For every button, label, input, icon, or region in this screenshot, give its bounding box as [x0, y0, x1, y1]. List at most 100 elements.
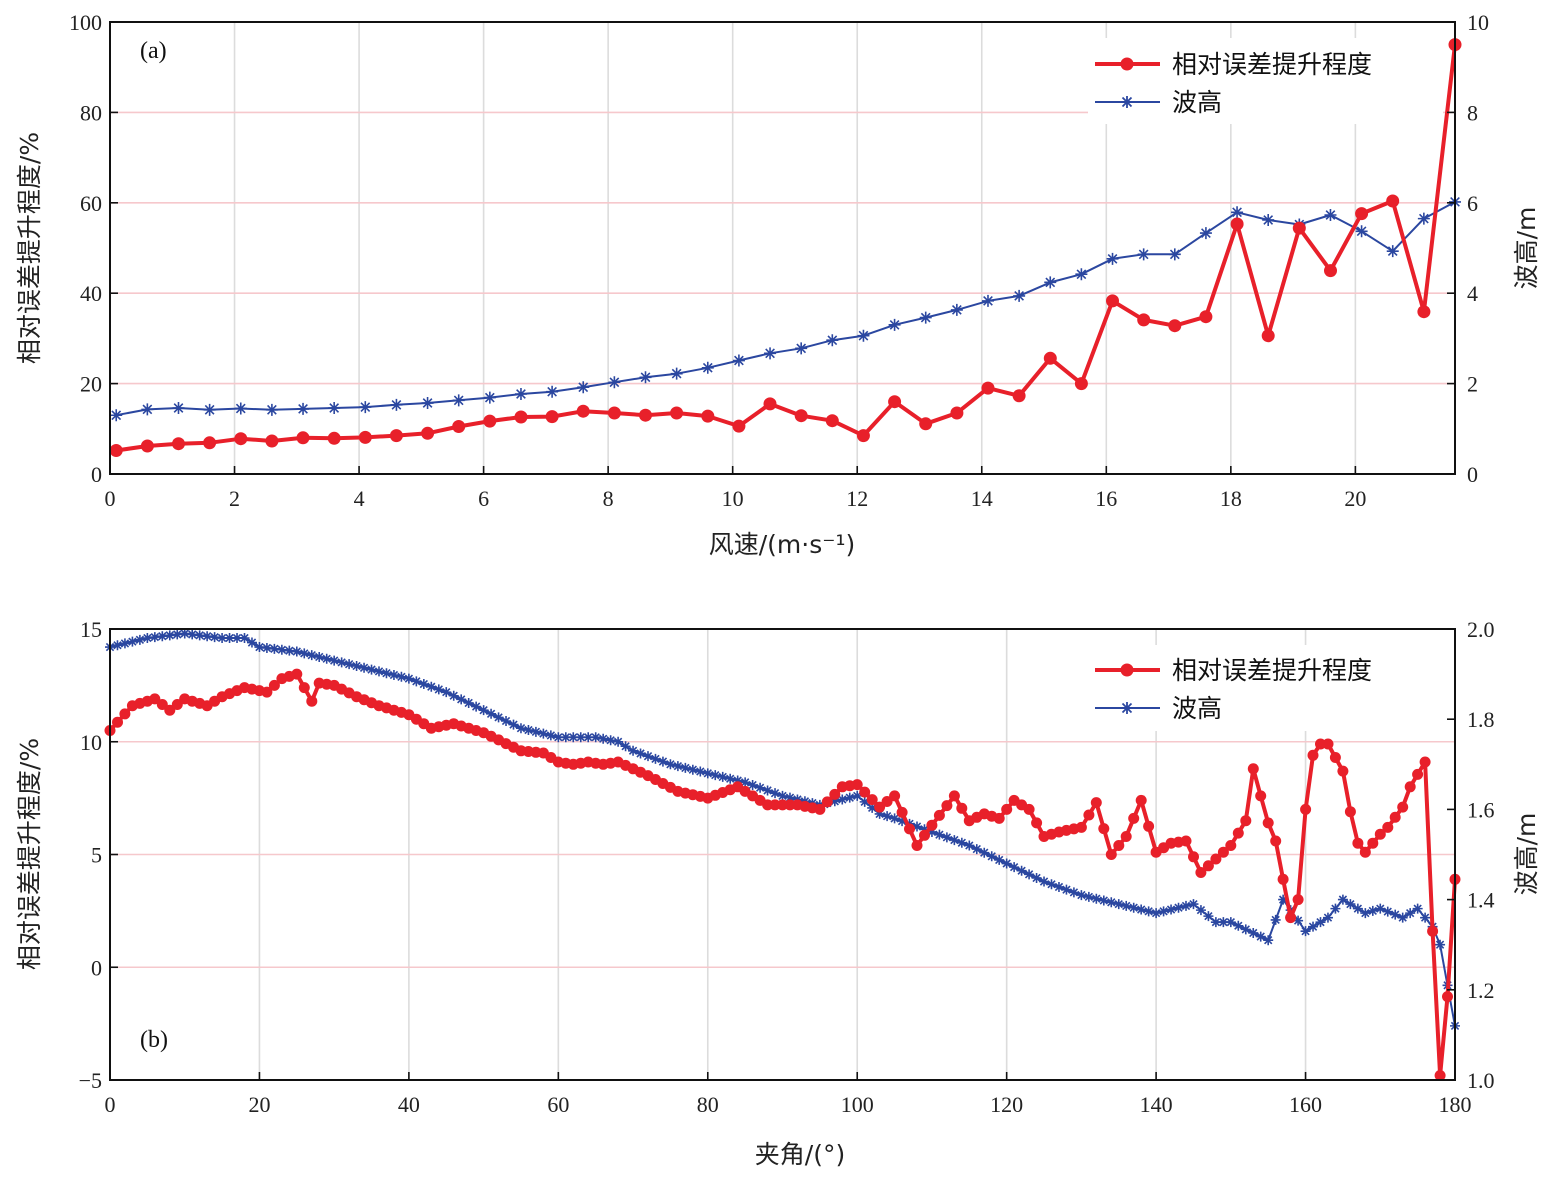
- wave-height-point: [568, 732, 579, 743]
- wave-height-point: [515, 723, 526, 734]
- wave-height-point: [127, 636, 138, 647]
- wave-height-point: [650, 753, 661, 764]
- wave-height-point: [508, 719, 519, 730]
- wave-height-point: [687, 764, 698, 775]
- legend-a-blue-marker: [1121, 96, 1133, 108]
- error-improvement-point: [1261, 329, 1275, 343]
- wave-height-point: [1240, 924, 1251, 935]
- y2-tick-label: 1.2: [1467, 978, 1495, 1003]
- wave-height-point: [1009, 862, 1020, 873]
- wave-height-point: [874, 808, 885, 819]
- error-improvement-point: [1180, 835, 1192, 847]
- error-improvement-point: [851, 779, 863, 791]
- error-improvement-point: [1075, 821, 1087, 833]
- y-tick-label: 60: [80, 191, 102, 216]
- wave-height-point: [1218, 917, 1229, 928]
- error-improvement-point: [859, 786, 871, 798]
- wave-height-point: [1013, 289, 1026, 302]
- legend-b-blue-label: 波高: [1172, 694, 1222, 723]
- wave-height-point: [1300, 926, 1311, 937]
- error-improvement-point: [1292, 221, 1306, 235]
- error-improvement-point: [268, 679, 280, 691]
- error-improvement-point: [889, 790, 901, 802]
- wave-height-point: [577, 381, 590, 394]
- error-improvement-point: [298, 682, 310, 694]
- wave-height-point: [1195, 905, 1206, 916]
- error-improvement-point: [112, 716, 123, 728]
- wave-height-point: [359, 662, 370, 673]
- wave-height-point: [1390, 909, 1401, 920]
- error-improvement-point: [732, 419, 746, 433]
- wave-height-point: [433, 684, 444, 695]
- wave-height-point: [403, 673, 414, 684]
- x-tick-label: 16: [1095, 486, 1117, 511]
- wave-height-point: [1106, 252, 1119, 265]
- error-improvement-point: [926, 819, 938, 831]
- wave-height-point: [546, 385, 559, 398]
- y-tick-label: 40: [80, 281, 102, 306]
- wave-height-point: [538, 728, 549, 739]
- wave-height-point: [897, 816, 908, 827]
- wave-height-point: [747, 780, 758, 791]
- error-improvement-point: [1322, 738, 1334, 750]
- legend-b-red-label: 相对误差提升程度: [1172, 656, 1372, 685]
- error-improvement-point: [1135, 794, 1147, 806]
- y2-tick-label: 1.4: [1467, 888, 1495, 913]
- wave-height-point: [329, 655, 340, 666]
- error-improvement-point: [1324, 264, 1337, 278]
- x-tick-label: 160: [1289, 1092, 1322, 1117]
- error-improvement-point: [829, 788, 841, 800]
- error-improvement-point: [1217, 846, 1229, 858]
- x-tick-label: 180: [1439, 1092, 1472, 1117]
- error-improvement-point: [1277, 873, 1289, 885]
- error-improvement-point: [888, 395, 902, 409]
- error-improvement-point: [1012, 389, 1026, 403]
- error-improvement-point: [1374, 828, 1386, 840]
- wave-height-point: [639, 371, 652, 384]
- wave-height-point: [956, 837, 967, 848]
- panel-b-grid: [110, 629, 1456, 1080]
- error-improvement-point: [1083, 809, 1095, 821]
- error-improvement-point: [950, 406, 964, 420]
- wave-height-point: [1039, 876, 1050, 887]
- y2-tick-label: 2.0: [1467, 617, 1495, 642]
- wave-height-point: [1352, 903, 1363, 914]
- error-improvement-point: [866, 794, 878, 806]
- wave-height-point: [1262, 213, 1275, 226]
- wave-height-point: [1151, 908, 1162, 919]
- x-tick-label: 10: [722, 486, 744, 511]
- wave-height-point: [1136, 904, 1147, 915]
- error-improvement-point: [825, 414, 839, 428]
- panel-b-legend: 相对误差提升程度 波高: [1088, 645, 1443, 731]
- x-tick-label: 80: [697, 1092, 719, 1117]
- wave-height-point: [1061, 884, 1072, 895]
- wave-height-point: [590, 732, 601, 743]
- error-improvement-point: [814, 803, 826, 815]
- wave-height-point: [1203, 911, 1214, 922]
- error-improvement-point: [203, 436, 217, 450]
- wave-height-point: [784, 792, 795, 803]
- wave-height-point: [254, 642, 265, 653]
- error-improvement-point: [1355, 207, 1369, 221]
- error-improvement-point: [1031, 817, 1043, 829]
- error-improvement-point: [1202, 860, 1214, 872]
- wave-height-point: [321, 653, 332, 664]
- wave-height-point: [1278, 894, 1289, 905]
- error-improvement-point: [296, 431, 310, 445]
- wave-height-point: [545, 730, 556, 741]
- wave-height-point: [964, 840, 975, 851]
- wave-height-point: [1031, 872, 1042, 883]
- error-improvement-point: [1329, 752, 1341, 763]
- wave-height-point: [1075, 268, 1088, 281]
- wave-height-point: [882, 811, 893, 822]
- y-tick-label: −5: [79, 1068, 102, 1093]
- error-improvement-point: [265, 434, 279, 448]
- wave-height-point: [701, 361, 714, 374]
- error-improvement-point: [919, 417, 933, 431]
- wave-height-point: [643, 751, 653, 762]
- y-tick-label: 5: [91, 843, 102, 868]
- wave-height-point: [328, 402, 341, 415]
- wave-height-point: [695, 766, 706, 777]
- wave-height-point: [826, 334, 839, 347]
- wave-height-point: [1121, 900, 1132, 911]
